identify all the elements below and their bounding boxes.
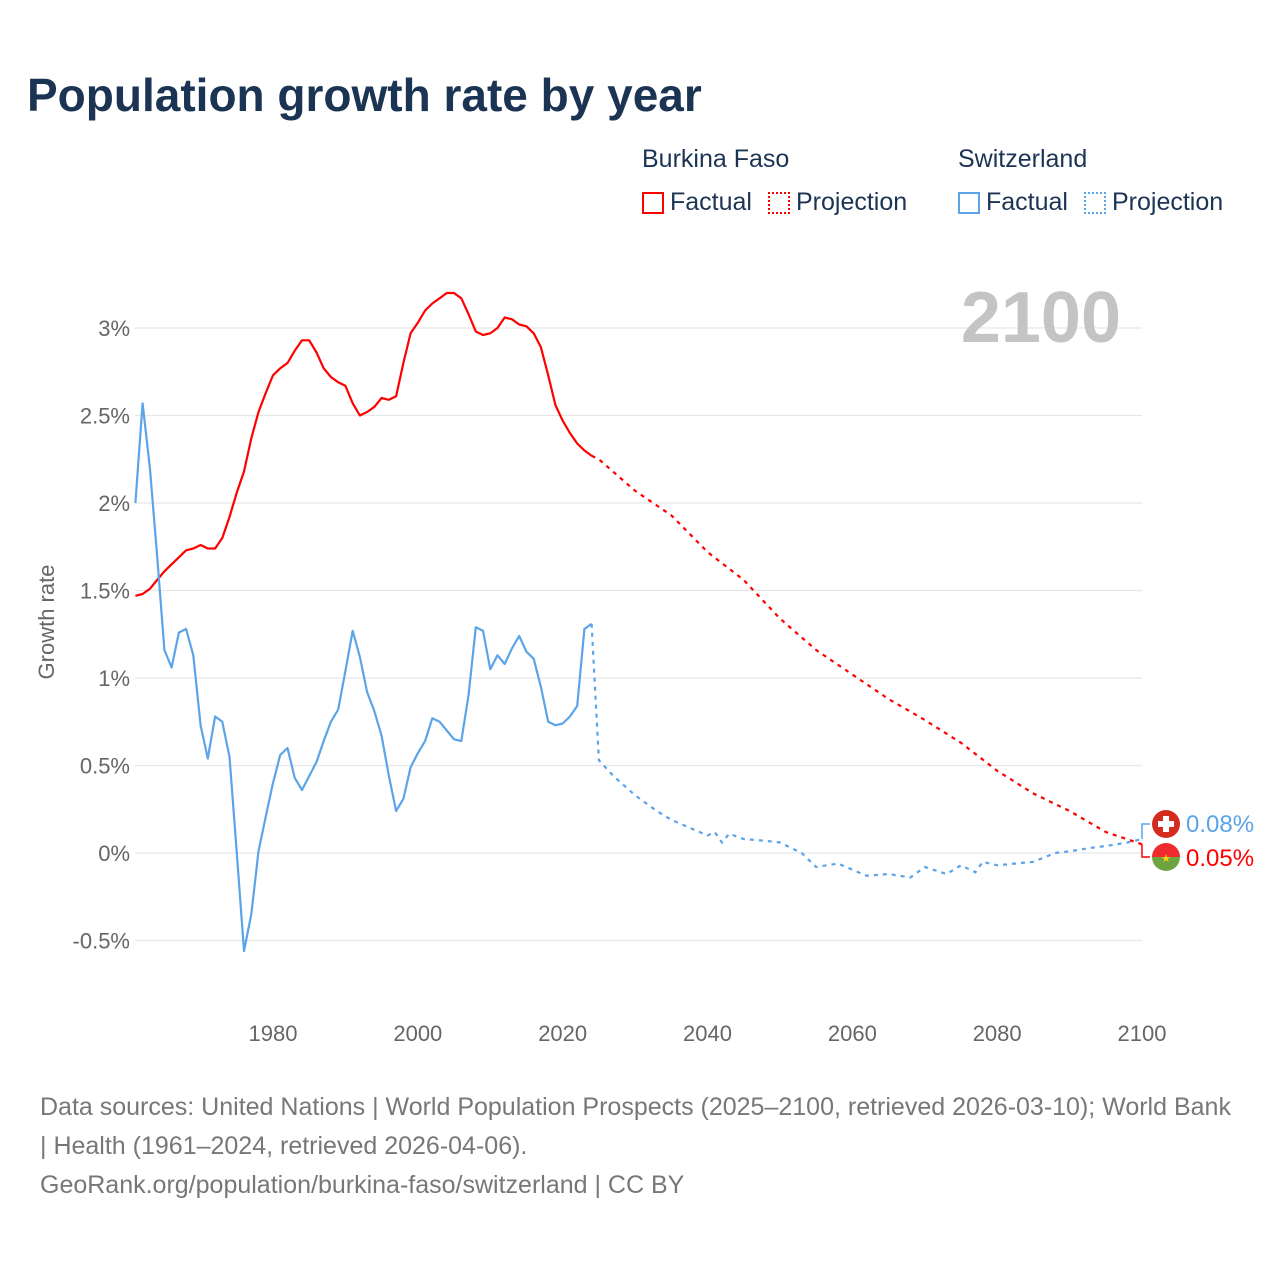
y-axis-label: Growth rate bbox=[34, 565, 59, 680]
line-switzerland-projection bbox=[590, 623, 1143, 879]
year-watermark: 2100 bbox=[961, 278, 1121, 358]
x-tick-label: 2040 bbox=[683, 1021, 732, 1046]
legend-projection[interactable]: Projection bbox=[1083, 188, 1224, 217]
connector bbox=[1141, 844, 1150, 858]
legend-label: Factual bbox=[986, 188, 1068, 216]
legend-country: Switzerland bbox=[958, 145, 1088, 173]
legend-label: Factual bbox=[670, 188, 752, 216]
star-icon: ★ bbox=[1161, 853, 1171, 865]
legend-factual[interactable]: Factual bbox=[642, 188, 752, 217]
legend-swatch bbox=[767, 191, 790, 214]
end-label-switzerland: 0.08% bbox=[1186, 811, 1254, 838]
y-tick-label: 2.5% bbox=[80, 404, 130, 429]
y-tick-label: 2% bbox=[98, 491, 130, 516]
x-tick-label: 2020 bbox=[538, 1021, 587, 1046]
legend-swatch bbox=[1083, 191, 1106, 214]
y-tick-label: 1% bbox=[98, 666, 130, 691]
end-label-burkina-faso: 0.05% bbox=[1186, 845, 1254, 872]
y-tick-label: 3% bbox=[98, 316, 130, 341]
data-sources: Data sources: United Nations | World Pop… bbox=[40, 1093, 1231, 1160]
switzerland-flag-icon bbox=[1158, 821, 1174, 827]
burkina-faso-flag-icon bbox=[1152, 857, 1180, 871]
legend-swatch bbox=[642, 191, 664, 214]
footer: Data sources: United Nations | World Pop… bbox=[40, 1088, 1240, 1205]
y-tick-label: 0% bbox=[98, 841, 130, 866]
line-burkina-faso-factual bbox=[135, 291, 593, 597]
legend-switzerland: Switzerland Factual Projection bbox=[958, 145, 1223, 217]
legend-label: Projection bbox=[1111, 188, 1224, 216]
line-switzerland-factual bbox=[134, 402, 593, 953]
chart-title: Population growth rate by year bbox=[27, 69, 702, 121]
x-tick-label: 2100 bbox=[1118, 1021, 1167, 1046]
legend-swatch bbox=[958, 191, 980, 214]
burkina-faso-flag-icon bbox=[1152, 843, 1180, 857]
line-burkina-faso-projection bbox=[591, 454, 1143, 846]
x-tick-label: 1980 bbox=[249, 1021, 298, 1046]
source-link[interactable]: GeoRank.org/population/burkina-faso/swit… bbox=[40, 1171, 685, 1199]
x-tick-label: 2080 bbox=[973, 1021, 1022, 1046]
legend-label: Projection bbox=[795, 188, 908, 216]
legend-factual[interactable]: Factual bbox=[958, 188, 1068, 217]
x-tick-label: 2060 bbox=[828, 1021, 877, 1046]
legend-country: Burkina Faso bbox=[642, 145, 790, 173]
plot-area: -0.5% 0% 0.5% 1% 1.5% 2% 2.5% 3% 1980 2000 2020 204… bbox=[34, 278, 1254, 1046]
legend-burkina-faso: Burkina Faso Factual Projection bbox=[642, 145, 907, 217]
y-tick-label: 1.5% bbox=[80, 579, 130, 604]
y-tick-label: -0.5% bbox=[73, 929, 130, 954]
y-tick-label: 0.5% bbox=[80, 754, 130, 779]
connector bbox=[1141, 823, 1150, 839]
x-tick-label: 2000 bbox=[393, 1021, 442, 1046]
legend-projection[interactable]: Projection bbox=[767, 188, 908, 217]
